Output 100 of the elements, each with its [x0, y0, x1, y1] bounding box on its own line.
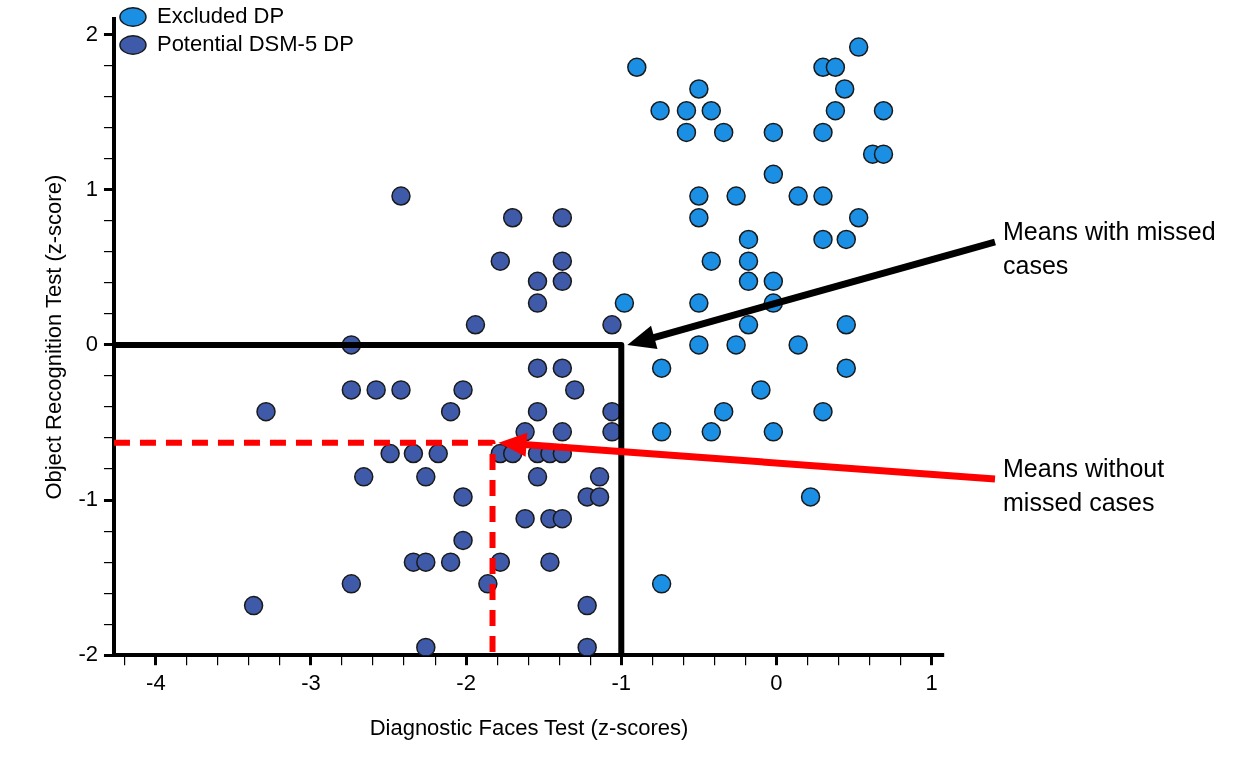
point	[813, 186, 833, 206]
legend-label: Excluded DP	[156, 3, 285, 29]
x-tick-label: -4	[146, 670, 166, 696]
x-axis-title: Diagnostic Faces Test (z-scores)	[369, 714, 689, 740]
y-tick-label: -2	[78, 641, 98, 667]
point	[416, 552, 436, 572]
point	[354, 467, 374, 487]
point	[515, 508, 535, 529]
point	[416, 637, 436, 656]
point	[650, 100, 670, 121]
point	[552, 208, 573, 228]
point	[848, 208, 869, 228]
point	[726, 186, 746, 206]
point	[689, 335, 709, 355]
point	[848, 37, 869, 57]
point	[825, 100, 846, 121]
point	[627, 57, 647, 78]
point	[453, 380, 473, 400]
point	[701, 100, 722, 121]
point	[763, 164, 784, 185]
point	[341, 380, 362, 400]
point	[651, 422, 672, 442]
text: Means with missed cases	[1003, 216, 1216, 279]
y-tick-label: 1	[85, 175, 98, 201]
point	[391, 380, 411, 400]
point	[873, 144, 894, 164]
point	[552, 508, 573, 529]
point	[552, 271, 573, 292]
point	[873, 100, 894, 121]
point	[836, 229, 857, 250]
legend-label: Potential DSM-5 DP	[156, 31, 354, 57]
point	[552, 251, 573, 271]
point	[763, 271, 784, 292]
point	[243, 595, 264, 616]
point	[825, 57, 846, 78]
point	[565, 380, 585, 400]
point	[738, 229, 759, 250]
point	[763, 122, 784, 143]
point	[440, 401, 461, 422]
point	[391, 186, 411, 206]
point	[602, 315, 622, 335]
point	[800, 487, 821, 507]
point	[701, 422, 722, 442]
point	[440, 552, 461, 572]
point	[380, 443, 400, 464]
point	[834, 79, 855, 99]
point	[813, 122, 833, 143]
point	[540, 552, 560, 572]
x-tick-label: 0	[770, 670, 783, 696]
point	[651, 574, 672, 594]
point	[428, 443, 448, 464]
point	[701, 251, 722, 271]
point	[836, 315, 857, 335]
point	[589, 467, 610, 487]
point	[788, 335, 808, 355]
point	[738, 271, 759, 292]
point	[738, 315, 759, 335]
x-tick-label: -2	[456, 670, 476, 696]
point	[527, 271, 548, 292]
point	[589, 487, 610, 507]
point	[552, 422, 573, 442]
point	[527, 358, 548, 378]
point	[341, 574, 362, 594]
point	[676, 122, 697, 143]
x-tick-label: -1	[611, 670, 632, 696]
point	[738, 251, 759, 271]
point	[577, 595, 597, 616]
point	[502, 208, 523, 228]
point	[527, 401, 548, 422]
x-tick-label: -3	[301, 670, 321, 696]
point	[751, 380, 771, 400]
point	[713, 401, 734, 422]
text: Means without missed cases	[1003, 453, 1165, 516]
y-tick-label: 0	[85, 331, 98, 357]
point	[256, 401, 276, 422]
y-axis-title: Object Recognition Test (z-score)	[41, 174, 67, 500]
y-tick-label: 2	[85, 20, 98, 46]
point	[689, 186, 709, 206]
point	[813, 401, 833, 422]
point	[416, 467, 436, 487]
point	[689, 79, 709, 99]
y-tick-label: -1	[78, 486, 98, 512]
point	[577, 637, 597, 656]
point	[527, 467, 548, 487]
x-tick-label: 1	[925, 670, 938, 696]
point	[689, 208, 709, 228]
point	[614, 293, 635, 313]
point	[366, 380, 386, 400]
point	[453, 487, 473, 507]
point	[788, 186, 808, 206]
point	[465, 315, 486, 335]
point	[813, 229, 833, 250]
point	[676, 100, 697, 121]
point	[713, 122, 734, 143]
point	[490, 251, 511, 271]
point	[726, 335, 746, 355]
point	[552, 358, 573, 378]
point	[403, 443, 424, 464]
point	[651, 358, 672, 378]
point	[689, 293, 709, 313]
